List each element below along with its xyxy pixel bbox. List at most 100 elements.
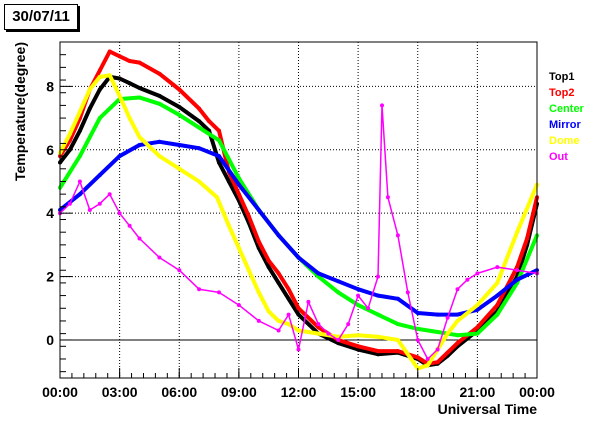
data-point: [376, 349, 380, 354]
data-point: [455, 318, 460, 323]
data-point: [266, 265, 271, 270]
data-point: [415, 326, 420, 331]
data-point: [395, 322, 400, 327]
data-point: [336, 338, 341, 342]
legend-entry: Dome: [549, 135, 580, 147]
data-point: [97, 201, 102, 206]
data-point: [306, 299, 311, 304]
data-point: [137, 143, 142, 147]
data-point: [296, 255, 301, 260]
data-point: [415, 355, 420, 360]
data-point: [215, 195, 219, 200]
series-out: [58, 103, 539, 361]
data-point: [197, 287, 202, 292]
data-point: [296, 347, 301, 352]
data-point: [157, 255, 162, 260]
data-point: [276, 328, 281, 333]
data-point: [316, 331, 321, 336]
data-point: [256, 290, 261, 295]
data-point: [515, 277, 520, 282]
data-point: [207, 119, 212, 124]
data-point: [197, 106, 202, 111]
legend-entry: Out: [549, 151, 568, 163]
data-point: [405, 290, 410, 295]
data-point: [455, 312, 460, 317]
data-point: [127, 59, 132, 63]
data-point: [276, 280, 281, 285]
data-point: [177, 105, 182, 109]
data-point: [77, 109, 82, 114]
data-point: [246, 214, 251, 219]
data-point: [415, 338, 420, 342]
y-axis-title: Temperature(degree): [12, 42, 28, 181]
data-point: [127, 81, 132, 86]
data-point: [296, 328, 301, 333]
data-point: [445, 331, 450, 336]
y-tick-label: 4: [46, 205, 54, 221]
series-layer: [58, 49, 539, 371]
data-point: [495, 303, 500, 308]
data-point: [177, 166, 182, 171]
data-point: [77, 179, 82, 184]
data-point: [87, 106, 92, 111]
data-point: [236, 182, 241, 187]
data-point: [356, 344, 361, 349]
data-point: [276, 233, 281, 238]
data-point: [246, 268, 251, 273]
legend: Top1 Top2 Center Mirror Dome Out: [549, 71, 585, 163]
data-point: [197, 146, 202, 151]
data-point: [495, 265, 500, 270]
data-point: [475, 271, 480, 276]
data-point: [256, 318, 261, 323]
data-point: [157, 93, 162, 98]
data-point: [87, 87, 92, 92]
grid-layer: [60, 42, 537, 378]
data-point: [435, 360, 440, 365]
data-point: [296, 306, 301, 311]
data-point: [276, 318, 281, 323]
data-point: [395, 338, 400, 342]
data-point: [445, 350, 450, 355]
data-point: [296, 312, 301, 317]
x-tick-label: 12:00: [281, 384, 317, 400]
data-point: [376, 312, 380, 317]
data-point: [107, 73, 112, 78]
data-point: [117, 93, 122, 98]
series-line: [59, 104, 538, 360]
x-tick-label: 06:00: [161, 384, 197, 400]
data-point: [455, 333, 460, 338]
data-point: [137, 95, 142, 100]
data-point: [276, 271, 281, 276]
data-point: [157, 139, 162, 144]
data-point: [435, 347, 440, 352]
data-point: [236, 192, 241, 197]
data-point: [197, 179, 202, 184]
data-point: [97, 116, 102, 121]
y-tick-label: 6: [46, 142, 54, 158]
data-point: [385, 195, 390, 200]
data-point: [256, 208, 261, 212]
legend-entry: Center: [549, 103, 585, 115]
data-point: [455, 287, 460, 292]
data-point: [157, 71, 162, 76]
legend-entry: Mirror: [549, 119, 582, 131]
data-point: [435, 312, 440, 317]
data-point: [495, 293, 500, 298]
chart-title: 30/07/11: [4, 4, 78, 30]
data-point: [117, 154, 122, 159]
data-point: [107, 49, 112, 54]
y-tick-label: 2: [46, 269, 54, 285]
data-point: [137, 236, 142, 241]
data-point: [515, 268, 520, 273]
data-point: [326, 331, 331, 336]
data-point: [395, 296, 400, 301]
data-point: [425, 357, 430, 361]
data-point: [475, 331, 480, 336]
data-point: [336, 290, 341, 295]
data-point: [455, 341, 460, 346]
data-point: [475, 303, 480, 308]
data-point: [356, 287, 361, 292]
data-point: [515, 265, 520, 270]
x-tick-label: 00:00: [42, 384, 78, 400]
